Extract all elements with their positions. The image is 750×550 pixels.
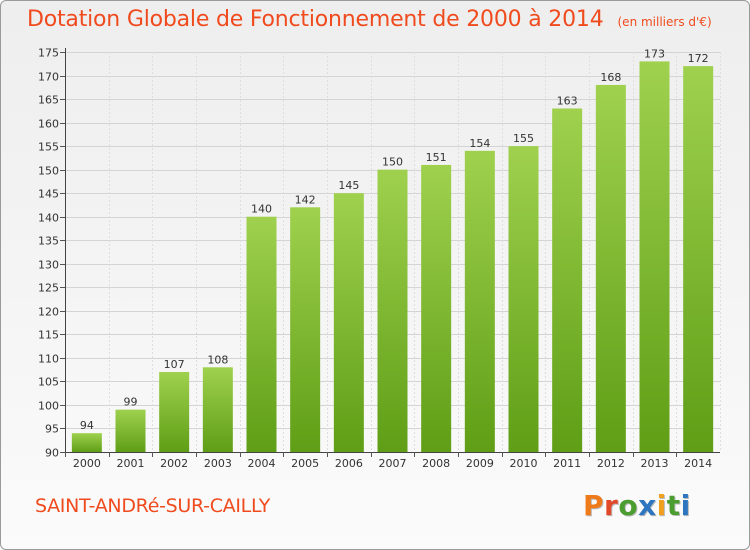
bar-2007: [377, 169, 408, 452]
x-tick-label: 2003: [204, 457, 232, 470]
x-tick-label: 2009: [466, 457, 494, 470]
y-tick-label: 170: [38, 71, 59, 84]
bar-2004: [246, 216, 277, 452]
bar-2012: [595, 84, 626, 453]
bar-2006: [333, 193, 364, 453]
logo-letter: r: [604, 489, 619, 522]
data-label: 107: [164, 358, 185, 371]
y-tick-label: 95: [45, 423, 59, 436]
x-tick-label: 2011: [553, 457, 581, 470]
y-tick-label: 150: [38, 165, 59, 178]
x-tick-label: 2007: [379, 457, 407, 470]
x-tick-label: 2001: [117, 457, 145, 470]
y-tick-label: 165: [38, 94, 59, 107]
x-tick-label: 2010: [510, 457, 538, 470]
data-label: 155: [513, 132, 534, 145]
x-tick-label: 2002: [160, 457, 188, 470]
bar-2014: [683, 66, 714, 452]
y-tick-label: 90: [45, 447, 59, 460]
logo-letter: x: [638, 489, 657, 522]
x-tick-label: 2012: [597, 457, 625, 470]
data-label: 163: [557, 94, 578, 107]
data-label: 99: [124, 396, 138, 409]
x-tick-label: 2008: [422, 457, 450, 470]
axes: 90 95 100 105 110 115 120 125 130 135 140 145 150 155…: [38, 47, 720, 470]
y-tick-label: 115: [38, 329, 59, 342]
logo-letter: P: [583, 489, 605, 522]
y-tick-label: 110: [38, 353, 59, 366]
y-tick-label: 155: [38, 141, 59, 154]
logo-letter: i: [656, 489, 667, 522]
data-label: 151: [426, 151, 447, 164]
x-tick-label: 2000: [73, 457, 101, 470]
y-tick-label: 125: [38, 282, 59, 295]
bar-2013: [639, 61, 670, 452]
data-label: 145: [338, 179, 359, 192]
y-tick-label: 120: [38, 306, 59, 319]
bar-2008: [421, 164, 452, 453]
logo-letter: o: [618, 489, 639, 522]
bar-2003: [202, 367, 233, 452]
y-tick-label: 140: [38, 212, 59, 225]
x-tick-label: 2006: [335, 457, 363, 470]
logo-letter: t: [666, 489, 681, 522]
logo-letter: i: [680, 489, 691, 522]
chart-title-text: Dotation Globale de Fonctionnement de 20…: [27, 7, 604, 32]
x-tick-label: 2004: [248, 457, 276, 470]
bar-2011: [552, 108, 583, 453]
data-labels: 94 99 107 108 140 142 145 150 151 154 155 163 168 173…: [80, 47, 709, 432]
y-tick-label: 130: [38, 259, 59, 272]
data-label: 150: [382, 156, 403, 169]
x-tick-label: 2014: [684, 457, 712, 470]
bar-2010: [508, 146, 539, 452]
x-tick-label: 2013: [641, 457, 669, 470]
y-tick-label: 175: [38, 47, 59, 60]
town-name: SAINT-ANDRé-SUR-CAILLY: [35, 495, 271, 517]
y-tick-label: 135: [38, 235, 59, 248]
data-label: 172: [688, 52, 709, 65]
proxiti-logo: Proxiti: [583, 489, 691, 522]
y-tick-label: 100: [38, 400, 59, 413]
bar-2009: [464, 150, 495, 452]
bars: [71, 61, 714, 453]
data-label: 142: [295, 193, 316, 206]
bar-2005: [290, 207, 321, 452]
y-tick-label: 160: [38, 118, 59, 131]
chart-unit: (en milliers d'€): [617, 15, 712, 29]
data-label: 173: [644, 47, 665, 60]
data-label: 168: [600, 71, 621, 84]
x-tick-label: 2005: [291, 457, 319, 470]
bar-2000: [71, 433, 102, 452]
data-label: 140: [251, 203, 272, 216]
data-label: 94: [80, 419, 94, 432]
y-tick-label: 105: [38, 376, 59, 389]
bar-2001: [115, 409, 146, 452]
bar-2002: [159, 372, 190, 452]
data-label: 154: [469, 137, 490, 150]
data-label: 108: [207, 353, 228, 366]
y-tick-label: 145: [38, 188, 59, 201]
chart-title: Dotation Globale de Fonctionnement de 20…: [27, 7, 712, 32]
